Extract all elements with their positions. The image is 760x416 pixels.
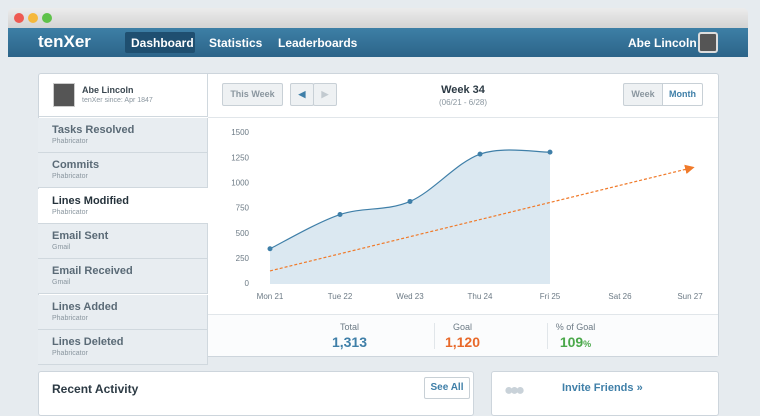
nav-user[interactable]: Abe Lincoln [628, 36, 697, 50]
metric-source: Gmail [52, 243, 71, 251]
metric-item[interactable]: Lines Added Phabricator [38, 294, 208, 330]
x-tick-label: Fri 25 [540, 292, 561, 301]
metric-source: Phabricator [52, 349, 88, 357]
invite-link[interactable]: Invite Friends » [562, 382, 643, 394]
activity-title: Recent Activity [52, 382, 139, 396]
metric-title: Lines Added [52, 300, 118, 313]
zoom-button[interactable] [42, 13, 52, 23]
week-range: (06/21 - 6/28) [438, 98, 488, 107]
stats-divider [434, 323, 435, 349]
stat-label: Total [339, 322, 359, 332]
x-tick-label: Sun 27 [677, 292, 703, 301]
metric-title: Lines Modified [52, 194, 129, 207]
metric-item[interactable]: Lines Modified Phabricator [38, 188, 208, 224]
metric-source: Phabricator [52, 208, 88, 216]
stat: % of Goal 109% [519, 322, 632, 350]
x-tick-label: Sat 26 [608, 292, 632, 301]
chart: 0 250 500 750 1000 1250 1500 Mon 21 Tue 22 Wed 23… [231, 128, 703, 301]
invite-card: ●●● Invite Friends » [491, 371, 719, 416]
logo[interactable]: tenXer [38, 32, 91, 51]
this-week-button[interactable]: This Week [222, 83, 283, 106]
metric-item[interactable]: Lines Deleted Phabricator [38, 329, 208, 365]
y-tick-label: 1250 [231, 153, 249, 162]
metric-title: Email Received [52, 265, 133, 278]
metric-source: Gmail [52, 279, 71, 287]
stat-unit: % [583, 339, 592, 349]
y-tick-label: 500 [236, 229, 250, 238]
point [547, 149, 553, 155]
friends-icon: ●●● [504, 382, 525, 399]
y-tick-label: 0 [245, 279, 250, 288]
nav-bar: tenXer Dashboard Statistics Leaderboards… [8, 28, 748, 57]
see-all-button[interactable]: See All [424, 377, 470, 399]
stat: Total 1,313 [293, 322, 406, 350]
stat: Goal 1,120 [406, 322, 519, 350]
stat-label: Goal [452, 322, 472, 332]
metric-title: Commits [52, 159, 100, 172]
week-title: Week 34 [441, 84, 485, 96]
metric-item[interactable]: Email Sent Gmail [38, 223, 208, 259]
y-tick-label: 1500 [231, 128, 249, 137]
point [337, 212, 343, 218]
y-tick-label: 750 [236, 204, 250, 213]
week-toggle[interactable]: Week [623, 83, 663, 106]
activity-card: Recent Activity See All [38, 371, 474, 416]
month-toggle[interactable]: Month [662, 83, 703, 106]
nav-item[interactable]: Statistics [209, 36, 263, 50]
metric-source: Phabricator [52, 138, 88, 145]
metric-item[interactable]: Tasks Resolved Phabricator [38, 118, 208, 153]
stat-value: 1,120 [444, 334, 481, 350]
y-tick-label: 250 [236, 254, 250, 263]
profile-box: Abe Lincoln tenXer since: Apr 1847 [39, 74, 208, 117]
profile-name: Abe Lincoln [82, 85, 134, 95]
window-titlebar [8, 8, 748, 28]
nav-avatar[interactable] [698, 32, 718, 53]
metric-source: Phabricator [52, 173, 88, 181]
profile-avatar [53, 83, 75, 107]
minimize-button[interactable] [28, 13, 38, 23]
stat-value: 1,313 [331, 334, 368, 350]
x-tick-label: Wed 23 [396, 292, 424, 301]
x-tick-label: Mon 21 [257, 292, 284, 301]
nav-active-bg [125, 32, 195, 53]
nav-item[interactable]: Dashboard [131, 36, 194, 50]
stats-row [208, 314, 718, 356]
stat-value: 109 [559, 334, 584, 350]
metric-title: Tasks Resolved [52, 124, 135, 136]
goal-line [269, 164, 695, 272]
metric-title: Email Sent [52, 229, 109, 242]
metric-item[interactable]: Commits Phabricator [38, 153, 208, 189]
stat-label: % of Goal [555, 322, 596, 332]
metric-title: Lines Deleted [52, 335, 124, 348]
point [267, 246, 273, 252]
nav-item[interactable]: Leaderboards [278, 36, 358, 50]
point [477, 151, 483, 157]
x-tick-label: Tue 22 [328, 292, 353, 301]
point [407, 198, 413, 204]
close-button[interactable] [14, 13, 24, 23]
area [270, 149, 550, 284]
divider [208, 117, 718, 118]
prev-button[interactable]: ◀ [290, 83, 314, 106]
metric-source: Phabricator [52, 314, 88, 322]
y-tick-label: 1000 [231, 178, 249, 187]
x-tick-label: Thu 24 [468, 292, 493, 301]
next-button[interactable]: ▶ [313, 83, 337, 106]
profile-since: tenXer since: Apr 1847 [82, 97, 153, 104]
stats-divider [547, 323, 548, 349]
metric-item[interactable]: Email Received Gmail [38, 259, 208, 295]
